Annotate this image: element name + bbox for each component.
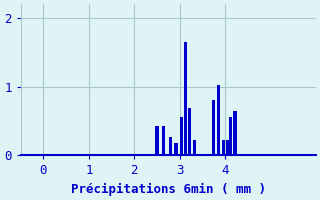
Bar [180,117,183,155]
Bar [193,140,196,155]
Bar [222,140,225,155]
Bar [233,111,236,155]
Bar [184,42,187,155]
Bar [174,143,178,155]
Bar [212,100,215,155]
Bar [226,140,229,155]
Bar [217,85,220,155]
Bar [155,126,158,155]
Bar [162,126,165,155]
Bar [169,137,172,155]
X-axis label: Précipitations 6min ( mm ): Précipitations 6min ( mm ) [71,183,266,196]
Bar [229,117,232,155]
Bar [188,108,191,155]
